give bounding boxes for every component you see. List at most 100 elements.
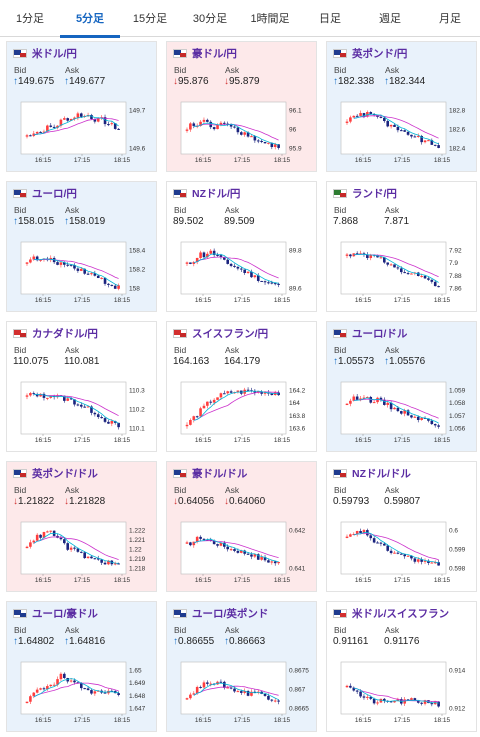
candle-body xyxy=(372,698,376,704)
y-tick-label: 7.92 xyxy=(449,248,462,255)
candle-body xyxy=(437,425,440,427)
candle-body xyxy=(256,275,260,281)
currency-card[interactable]: ユーロ/豪ドル Bid Ask ↑1.64802 ↑1.64816 1.65 1.649 1.… xyxy=(6,601,157,732)
tab-1分足[interactable]: 1分足 xyxy=(15,13,45,25)
candle-body xyxy=(277,144,280,148)
moving-average-fast xyxy=(33,258,119,287)
candle-body xyxy=(386,545,390,551)
tab-5分足[interactable]: 5分足 xyxy=(60,0,120,38)
y-tick-label: 7.86 xyxy=(449,286,462,293)
y-tick-label: 0.6 xyxy=(449,528,458,535)
x-tick-label: 18:15 xyxy=(434,717,451,724)
candle-body xyxy=(362,397,366,399)
tab-30分足[interactable]: 30分足 xyxy=(192,13,228,25)
currency-pair-name[interactable]: 豪ドル/円 xyxy=(192,48,237,60)
candle-body xyxy=(243,550,246,554)
candle-body xyxy=(52,126,56,128)
currency-pair-name[interactable]: 米ドル/スイスフラン xyxy=(352,608,450,620)
candle-body xyxy=(56,262,59,265)
candle-body xyxy=(29,135,32,137)
candle-body xyxy=(229,263,233,266)
y-tick-label: 110.1 xyxy=(129,426,145,433)
y-tick-label: 1.218 xyxy=(129,566,146,573)
currency-card[interactable]: カナダドル/円 Bid Ask 110.075 110.081 110.3 110.2 110… xyxy=(6,321,157,452)
currency-pair-name[interactable]: 米ドル/円 xyxy=(32,48,77,60)
candle-body xyxy=(73,265,76,269)
currency-card[interactable]: ランド/円 Bid Ask 7.868 7.871 7.92 7.9 7.88 7.86 16:1… xyxy=(326,181,477,312)
moving-average-fast xyxy=(193,253,279,284)
candle-body xyxy=(206,253,209,258)
currency-pair-name[interactable]: ユーロ/ドル xyxy=(352,328,408,340)
bid-value: ↑1.64802 xyxy=(13,636,54,647)
candle-body xyxy=(46,531,49,533)
candle-body xyxy=(386,121,390,127)
candle-body xyxy=(56,679,59,685)
currency-card[interactable]: スイスフラン/円 Bid Ask 164.163 164.179 164.2 164 163.… xyxy=(166,321,317,452)
currency-card[interactable]: ユーロ/英ポンド Bid Ask ↑0.86655 ↑0.86663 0.8675 0.86… xyxy=(166,601,317,732)
candle-body xyxy=(345,254,349,256)
currency-card[interactable]: 米ドル/円 Bid Ask ↑149.675 ↑149.677 149.7 149.6 16:… xyxy=(6,41,157,172)
tab-月足[interactable]: 月足 xyxy=(439,13,461,25)
candle-body xyxy=(410,555,413,559)
y-tick-label: 89.8 xyxy=(289,248,302,255)
currency-pair-name[interactable]: ユーロ/豪ドル xyxy=(32,608,98,620)
candle-body xyxy=(219,255,223,258)
currency-pair-name[interactable]: ユーロ/円 xyxy=(32,188,77,200)
candle-body xyxy=(185,129,189,131)
bid-label: Bid xyxy=(14,625,27,635)
candle-body xyxy=(32,692,36,697)
currency-pair-name[interactable]: カナダドル/円 xyxy=(32,328,98,340)
candle-body xyxy=(69,680,73,682)
currency-pair-name[interactable]: 豪ドル/ドル xyxy=(192,468,248,480)
candle-body xyxy=(250,554,253,557)
currency-card[interactable]: 英ポンド/ドル Bid Ask ↓1.21822 ↓1.21828 1.222 1.221 1… xyxy=(6,461,157,592)
currency-pair-name[interactable]: 英ポンド/円 xyxy=(352,48,408,60)
bid-price: 149.675 xyxy=(18,76,55,87)
candle-body xyxy=(229,391,233,393)
card-header: 豪ドル/ドル xyxy=(173,468,313,480)
bid-arrow-icon: ↑ xyxy=(13,216,18,227)
candle-body xyxy=(362,696,366,698)
moving-average-slow xyxy=(193,685,279,696)
currency-pair-name[interactable]: NZドル/ドル xyxy=(352,468,411,480)
bid-value: 7.868 xyxy=(333,216,358,227)
tab-日足[interactable]: 日足 xyxy=(319,13,341,25)
ask-arrow-icon: ↑ xyxy=(64,76,69,87)
currency-card[interactable]: 豪ドル/円 Bid Ask ↓95.876 ↓95.879 96.1 96 95.9 16:15… xyxy=(166,41,317,172)
candle-body xyxy=(63,539,66,544)
candle-body xyxy=(93,558,97,560)
currency-card[interactable]: NZドル/円 Bid Ask 89.502 89.509 89.8 89.6 16:15 17:… xyxy=(166,181,317,312)
currency-pair-name[interactable]: 英ポンド/ドル xyxy=(32,468,98,480)
currency-pair-name[interactable]: ランド/円 xyxy=(352,188,397,200)
currency-card[interactable]: 米ドル/スイスフラン Bid Ask 0.91161 0.91176 0.914 0.912… xyxy=(326,601,477,732)
flag-icon xyxy=(173,609,187,618)
y-tick-label: 182.4 xyxy=(449,146,466,153)
currency-card[interactable]: ユーロ/円 Bid Ask ↑158.015 ↑158.019 158.4 158.2 158… xyxy=(6,181,157,312)
candle-body xyxy=(246,691,250,696)
currency-card[interactable]: NZドル/ドル Bid Ask 0.59793 0.59807 0.6 0.599 0.598… xyxy=(326,461,477,592)
tab-1時間足[interactable]: 1時間足 xyxy=(250,13,290,25)
candle-body xyxy=(260,280,263,282)
y-tick-label: 96 xyxy=(289,127,297,134)
candle-body xyxy=(250,271,253,278)
candle-body xyxy=(73,547,76,549)
bid-price: 0.59793 xyxy=(333,496,370,507)
ask-value: 89.509 xyxy=(224,216,255,227)
currency-card[interactable]: ユーロ/ドル Bid Ask ↑1.05573 ↑1.05576 1.059 1.058 1.… xyxy=(326,321,477,452)
tab-週足[interactable]: 週足 xyxy=(379,13,401,25)
currency-card[interactable]: 豪ドル/ドル Bid Ask ↓0.64056 ↓0.64060 0.642 0.641 16… xyxy=(166,461,317,592)
currency-card[interactable]: 英ポンド/円 Bid Ask ↑182.338 ↑182.344 182.8 182.6 18… xyxy=(326,41,477,172)
candle-body xyxy=(46,686,49,690)
candle-body xyxy=(403,699,406,704)
currency-pair-name[interactable]: ユーロ/英ポンド xyxy=(192,608,269,620)
chart-plot-area xyxy=(180,101,287,155)
candle-body xyxy=(100,417,103,419)
bid-arrow-icon: ↑ xyxy=(173,636,178,647)
tab-15分足[interactable]: 15分足 xyxy=(132,13,168,25)
candle-body xyxy=(410,698,413,701)
candle-body xyxy=(46,397,49,399)
currency-pair-name[interactable]: NZドル/円 xyxy=(192,188,241,200)
currency-pair-name[interactable]: スイスフラン/円 xyxy=(192,328,269,340)
candle-body xyxy=(103,117,107,125)
candle-body xyxy=(383,543,386,546)
